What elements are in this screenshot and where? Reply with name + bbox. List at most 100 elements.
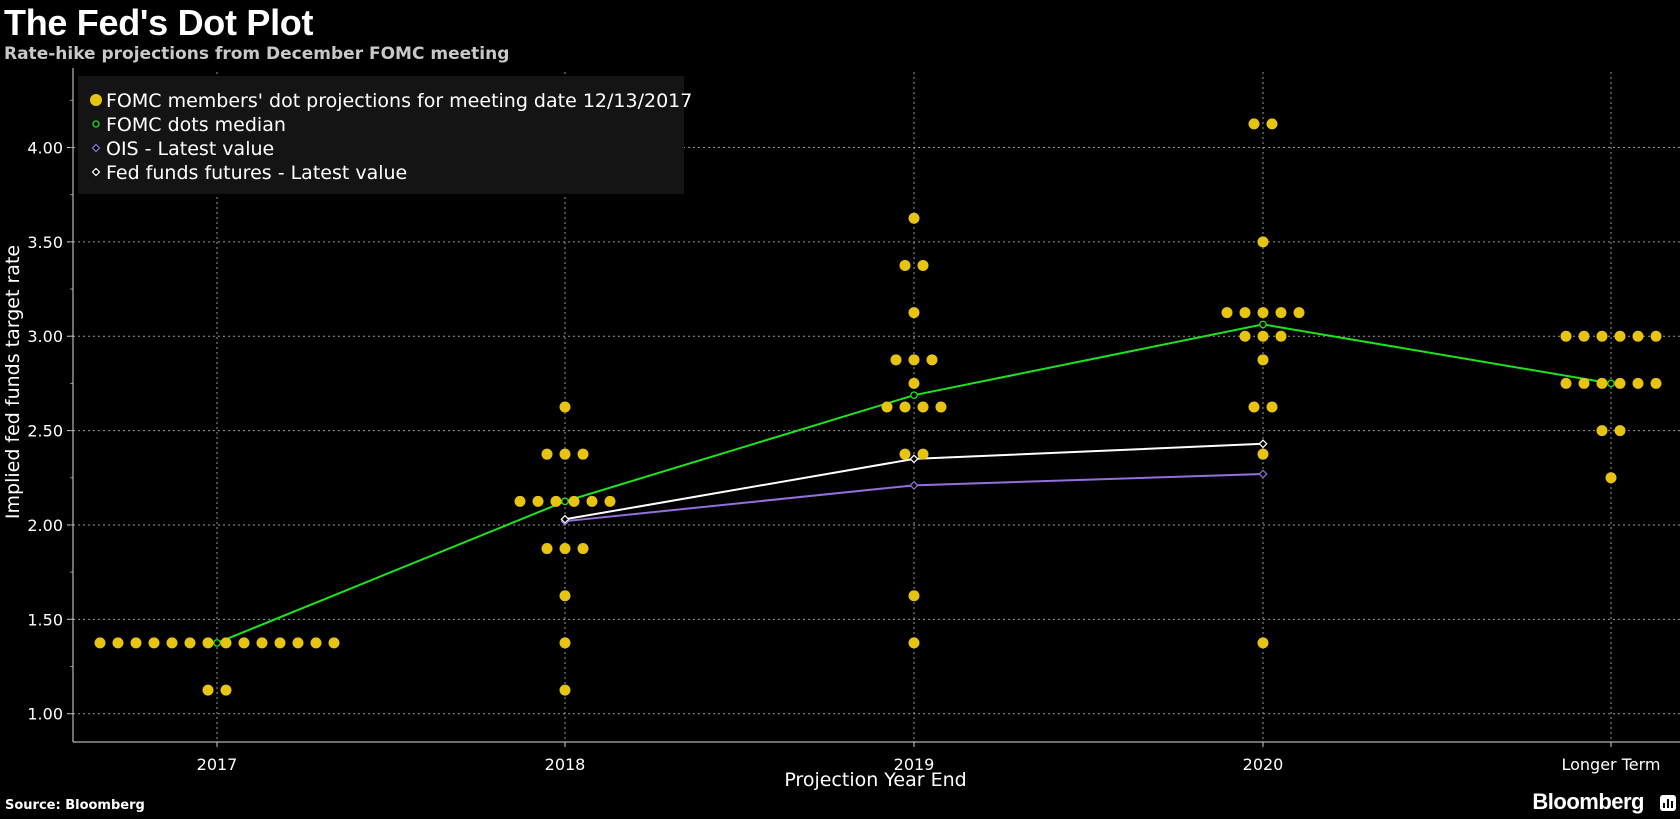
- dot-projection: [184, 637, 196, 649]
- dot-projection: [908, 354, 920, 366]
- median-marker: [1607, 379, 1615, 388]
- dot-projection: [568, 495, 580, 507]
- legend-label: FOMC dots median: [106, 114, 286, 136]
- dot-projection: [1257, 354, 1269, 366]
- dot-projection: [917, 448, 929, 460]
- dot-projection: [559, 543, 571, 555]
- chart-title: The Fed's Dot Plot: [4, 2, 314, 43]
- dot-projection: [130, 637, 142, 649]
- dot-projection: [112, 637, 124, 649]
- axes: 1.00 1.50 2.00 2.50 3.00 3.50 4.00 2017 2018 2019…: [2, 68, 1680, 791]
- dot-projection: [1632, 330, 1644, 342]
- y-tick-label: 2.00: [27, 516, 63, 535]
- dot-projection: [532, 495, 544, 507]
- dot-projection: [1257, 637, 1269, 649]
- dot-projection: [559, 448, 571, 460]
- y-tick-label: 4.00: [27, 138, 63, 157]
- dot-projection: [202, 684, 214, 696]
- bloomberg-logo: Bloomberg: [1532, 789, 1644, 814]
- legend-diamond-icon: [91, 167, 101, 177]
- dot-projection: [1632, 377, 1644, 389]
- dot-projection: [559, 684, 571, 696]
- dot-projection: [1650, 330, 1662, 342]
- dot-projection: [1614, 377, 1626, 389]
- ois-marker: [909, 480, 919, 490]
- legend-label: OIS - Latest value: [106, 138, 274, 160]
- dot-projection: [577, 448, 589, 460]
- bloomberg-chart-icon: [1660, 795, 1676, 811]
- dot-projection: [1605, 472, 1617, 484]
- dot-projection: [1650, 377, 1662, 389]
- y-tick-label: 2.50: [27, 422, 63, 441]
- dot-projections: [94, 118, 1662, 696]
- dot-projection: [220, 684, 232, 696]
- dot-projection: [166, 637, 178, 649]
- dot-projection: [1560, 330, 1572, 342]
- dot-projection: [908, 212, 920, 224]
- dot-projection: [908, 307, 920, 319]
- dot-projection: [514, 495, 526, 507]
- dot-projection: [220, 637, 232, 649]
- dot-projection: [1257, 330, 1269, 342]
- x-tick-label: 2017: [197, 755, 238, 774]
- x-tick-label: 2019: [894, 755, 935, 774]
- dot-projection: [550, 495, 562, 507]
- dot-projection: [1560, 377, 1572, 389]
- dot-projection: [1614, 330, 1626, 342]
- dot-projection: [1596, 330, 1608, 342]
- dot-projection: [1257, 448, 1269, 460]
- legend-label: FOMC members' dot projections for meetin…: [106, 90, 692, 112]
- y-tick-label: 3.00: [27, 327, 63, 346]
- dot-projection: [899, 259, 911, 271]
- x-tick-label: 2020: [1243, 755, 1284, 774]
- dot-projection: [310, 637, 322, 649]
- dot-projection: [541, 448, 553, 460]
- legend-median-icon: [92, 120, 100, 128]
- dot-projection: [148, 637, 160, 649]
- dot-projection: [559, 401, 571, 413]
- median-marker: [910, 391, 918, 400]
- dot-projection: [1239, 307, 1251, 319]
- dot-projection: [917, 259, 929, 271]
- dot-projection: [899, 401, 911, 413]
- futures-marker: [1258, 439, 1268, 449]
- x-tick-label: Longer Term: [1561, 755, 1660, 774]
- y-tick-label: 3.50: [27, 233, 63, 252]
- dot-projection: [1578, 377, 1590, 389]
- dot-projection: [926, 354, 938, 366]
- dot-projection: [1578, 330, 1590, 342]
- dot-projection: [604, 495, 616, 507]
- dot-projection: [202, 637, 214, 649]
- dot-projection: [1596, 377, 1608, 389]
- y-tick-label: 1.00: [27, 705, 63, 724]
- dot-projection: [1596, 425, 1608, 437]
- median-marker: [213, 639, 221, 647]
- chart-subtitle: Rate-hike projections from December FOMC…: [4, 44, 510, 64]
- y-axis-title: Implied fed funds target rate: [2, 245, 24, 519]
- legend-diamond-icon: [91, 143, 101, 153]
- dot-projection: [1266, 401, 1278, 413]
- legend-label: Fed funds futures - Latest value: [106, 162, 407, 184]
- dot-projection: [1248, 118, 1260, 130]
- dot-projection: [1275, 330, 1287, 342]
- legend-box: [78, 76, 684, 194]
- dot-projection: [559, 637, 571, 649]
- dot-projection: [328, 637, 340, 649]
- y-tick-label: 1.50: [27, 610, 63, 629]
- dot-projection: [1293, 307, 1305, 319]
- dot-projection: [917, 401, 929, 413]
- dot-projection: [908, 637, 920, 649]
- legend: FOMC members' dot projections for meetin…: [78, 76, 692, 194]
- legend-dot-icon: [90, 94, 102, 106]
- dot-projection: [1257, 307, 1269, 319]
- dot-projection: [577, 543, 589, 555]
- x-tick-label: 2018: [545, 755, 586, 774]
- x-axis-title: Projection Year End: [784, 769, 966, 791]
- dot-projection: [1266, 118, 1278, 130]
- dot-projection: [908, 377, 920, 389]
- median-marker: [1259, 320, 1267, 329]
- dot-projection: [1248, 401, 1260, 413]
- ois-marker: [1258, 469, 1268, 479]
- dot-projection: [1275, 307, 1287, 319]
- dot-projection: [559, 590, 571, 602]
